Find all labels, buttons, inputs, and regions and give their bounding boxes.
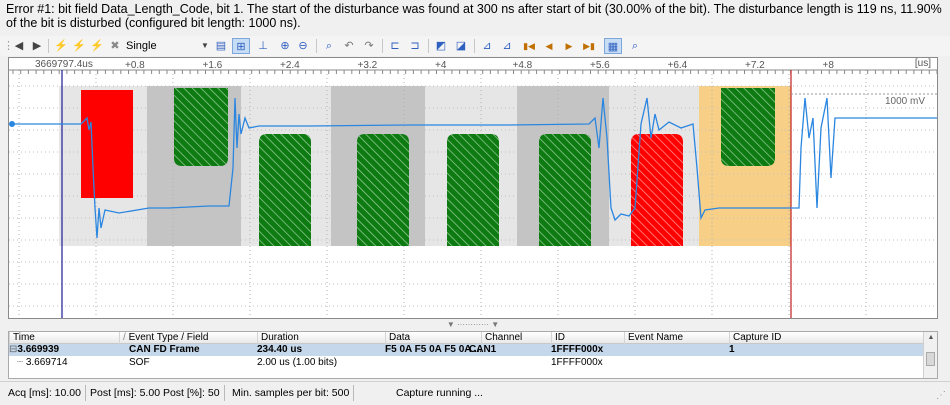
marker-add-icon[interactable]: ⊏: [390, 40, 400, 52]
marker-left-icon[interactable]: ◩: [435, 40, 447, 52]
bit-high-block: [721, 88, 775, 166]
trigger-icon[interactable]: ⚡: [54, 40, 68, 52]
column-header-duration[interactable]: Duration: [257, 332, 385, 344]
row-duration: 2.00 us (1.00 bits): [257, 357, 338, 368]
table-scrollbar[interactable]: ▲: [923, 332, 937, 378]
status-bar: Acq [ms]: 10.00 Post [ms]: 5.00 Post [%]…: [0, 381, 950, 403]
column-header-event-type[interactable]: / Event Type / Field: [119, 332, 257, 344]
tree-line-icon: ┈: [17, 357, 26, 368]
toolbar-separator: [316, 39, 317, 53]
jump-prev-icon[interactable]: ◀: [545, 41, 553, 51]
table-row[interactable]: ⊟3.669939 CAN FD Frame 234.40 us F5 0A F…: [9, 344, 923, 356]
row-event-type: SOF: [129, 357, 150, 368]
scroll-thumb[interactable]: [926, 352, 935, 366]
trace-marker: [9, 121, 15, 127]
error-block: [81, 90, 133, 198]
voltage-scale-label: 1000 mV: [884, 96, 925, 107]
column-header-channel[interactable]: Channel: [481, 332, 551, 344]
time-unit-label: [us]: [914, 58, 931, 69]
marker-right-icon[interactable]: ◪: [455, 40, 467, 52]
redo-icon[interactable]: ↷: [364, 40, 374, 52]
back-icon[interactable]: ◀: [14, 40, 24, 52]
event-table[interactable]: Time / Event Type / Field Duration Data …: [8, 331, 938, 379]
pane-splitter[interactable]: ▼ ············ ▼: [8, 319, 938, 331]
column-header-data[interactable]: Data: [385, 332, 481, 344]
column-header-id[interactable]: ID: [551, 332, 624, 344]
resize-grip-icon[interactable]: ⋰: [936, 390, 946, 401]
time-tick-label: +8: [823, 60, 835, 71]
forward-icon[interactable]: ▶: [32, 40, 42, 52]
time-tick-label: +0.8: [125, 60, 145, 71]
marker-remove-icon[interactable]: ⊐: [410, 40, 420, 52]
time-tick-label: +7.2: [745, 60, 765, 71]
jump-first-icon[interactable]: ⊿: [482, 40, 492, 52]
bit-low-block: [447, 134, 499, 246]
row-event-type: CAN FD Frame: [129, 344, 200, 355]
status-acq: Acq [ms]: 10.00: [4, 385, 86, 401]
status-samples: Min. samples per bit: 500: [228, 385, 355, 401]
stop-icon[interactable]: ✖: [110, 40, 120, 52]
row-duration: 234.40 us: [257, 344, 303, 355]
row-time: 3.669714: [25, 357, 68, 368]
row-data: F5 0A F5 0A F5 0A ...: [385, 344, 481, 355]
table-row[interactable]: ┈ 3.669714 SOF 2.00 us (1.00 bits) 1FFFF…: [9, 357, 923, 369]
collapse-icon[interactable]: ⊟: [9, 344, 18, 355]
bit-low-block: [539, 134, 591, 246]
toolbar-grip[interactable]: ⋮: [3, 40, 14, 52]
status-capture-state: Capture running ...: [396, 387, 483, 399]
row-capture-id: 1: [729, 344, 735, 355]
time-tick-label: +6.4: [668, 60, 688, 71]
zoom-in-icon[interactable]: ⊕: [280, 40, 290, 52]
bit-high-block: [174, 88, 228, 166]
row-channel: CAN1: [469, 344, 497, 355]
time-start-label: 3669797.4us: [35, 59, 93, 70]
row-id: 1FFFF000x: [551, 344, 604, 355]
table-header: Time / Event Type / Field Duration Data …: [9, 332, 923, 344]
scroll-up-icon[interactable]: ▲: [927, 334, 935, 341]
time-tick-label: +3.2: [358, 60, 378, 71]
row-id: 1FFFF000x: [551, 357, 603, 368]
toolbar-separator: [48, 39, 49, 53]
column-header-event-name[interactable]: Event Name: [624, 332, 729, 344]
error-message: Error #1: bit field Data_Length_Code, bi…: [6, 2, 942, 30]
jump-last-icon[interactable]: ▮◀: [523, 41, 535, 51]
time-tick-label: +4.8: [513, 60, 533, 71]
toolbar-separator: [428, 39, 429, 53]
undo-icon[interactable]: ↶: [344, 40, 354, 52]
signal-trace: [9, 97, 937, 239]
time-tick-label: +2.4: [280, 60, 300, 71]
mode-dropdown-icon[interactable]: ▼: [201, 41, 209, 50]
jump-prev-icon[interactable]: ⊿: [502, 40, 512, 52]
time-tick-label: +5.6: [590, 60, 610, 71]
cursor-icon[interactable]: ⊥: [258, 40, 268, 52]
toolbar-separator: [474, 39, 475, 53]
jump-last-icon[interactable]: ▶▮: [583, 41, 595, 51]
status-post: Post [ms]: 5.00 Post [%]: 50: [86, 385, 225, 401]
run-icon[interactable]: ⚡: [90, 40, 104, 52]
time-tick-label: +1.6: [203, 60, 223, 71]
trigger-disabled-icon[interactable]: ⚡: [72, 40, 86, 52]
row-time: 3.669939: [17, 344, 60, 355]
zoom-out-icon[interactable]: ⊖: [298, 40, 308, 52]
bit-low-block: [259, 134, 311, 246]
measure-icon[interactable]: ⊞: [232, 38, 250, 54]
column-header-capture-id[interactable]: Capture ID: [729, 332, 923, 344]
toolbar-separator: [382, 39, 383, 53]
jump-next-icon[interactable]: ▶: [565, 41, 573, 51]
waveform-canvas[interactable]: +0.8 +1.6 +2.4 +3.2 +4 +4.8 +5.6 +6.4 +7.2 +8: [9, 58, 938, 319]
error-low-block: [631, 134, 683, 246]
grid-icon[interactable]: ▦: [604, 38, 622, 54]
bit-low-block: [357, 134, 409, 246]
find-icon[interactable]: ⌕: [631, 40, 639, 52]
zoom-fit-icon[interactable]: ⌕: [325, 40, 333, 52]
mode-select[interactable]: Single: [126, 40, 157, 52]
save-icon[interactable]: ▤: [215, 40, 227, 52]
toolbar: ⋮ ◀ ▶ ⚡ ⚡ ⚡ ✖ Single ▼ ▤ ⊞ ⊥ ⊕ ⊖ ⌕ ↶ ↷ ⊏…: [0, 36, 950, 56]
waveform-view[interactable]: +0.8 +1.6 +2.4 +3.2 +4 +4.8 +5.6 +6.4 +7.2 +8 366…: [8, 57, 938, 319]
time-tick-label: +4: [435, 60, 447, 71]
column-header-time[interactable]: Time: [9, 332, 119, 344]
